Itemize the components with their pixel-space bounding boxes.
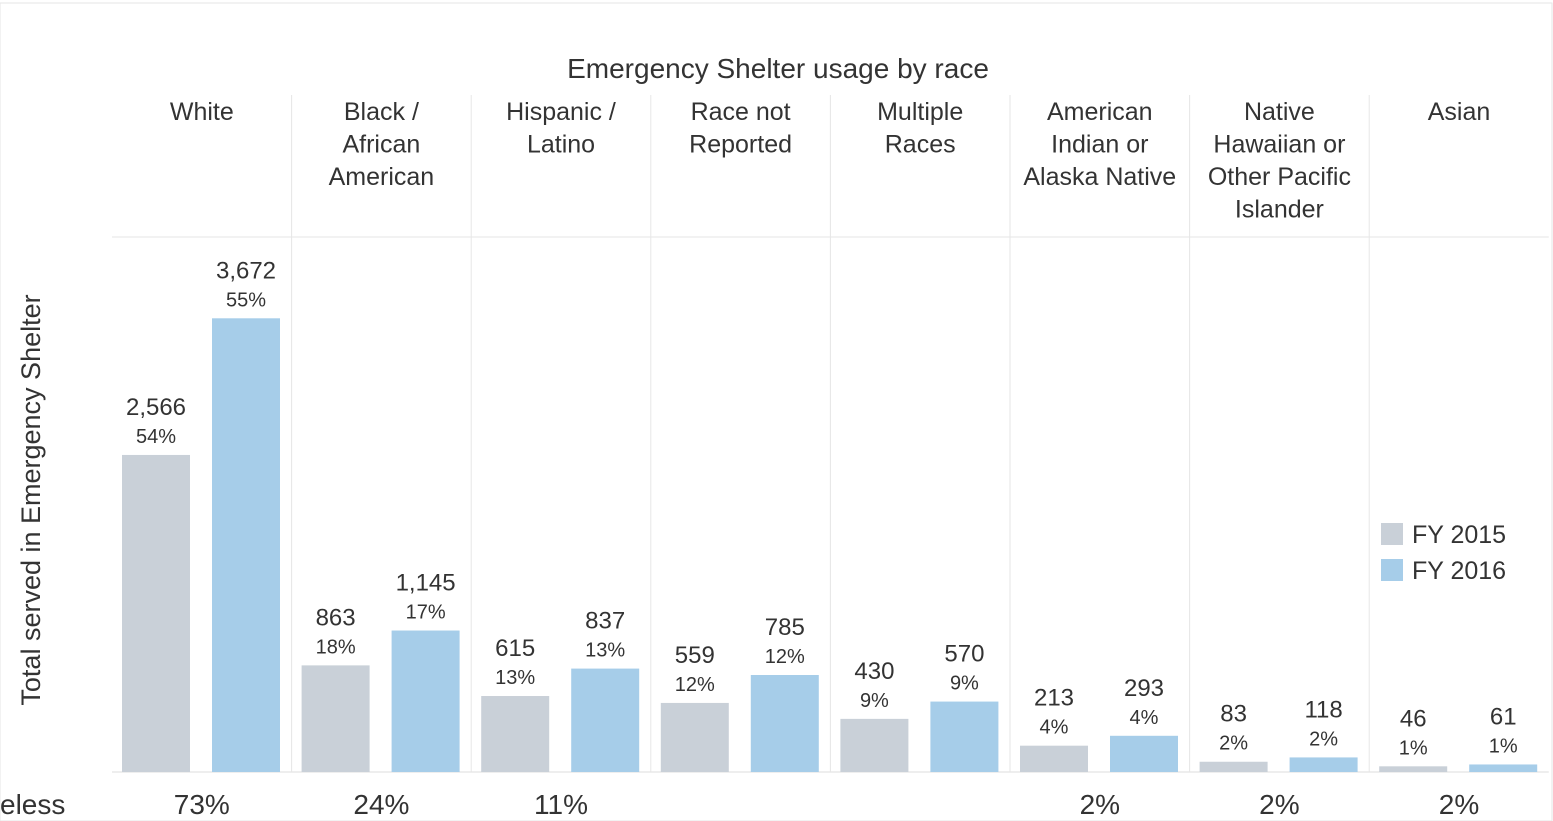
bar bbox=[660, 702, 729, 772]
value-label: 785 bbox=[765, 614, 805, 641]
bar bbox=[1199, 761, 1268, 772]
value-label: 61 bbox=[1490, 703, 1517, 730]
percent-label: 12% bbox=[675, 674, 715, 696]
percent-label: 12% bbox=[765, 646, 805, 668]
category-label: Race not Reported bbox=[689, 98, 792, 159]
value-label: 46 bbox=[1400, 705, 1427, 732]
bar bbox=[930, 701, 999, 772]
percent-label: 4% bbox=[1040, 717, 1069, 739]
value-label: 615 bbox=[495, 635, 535, 662]
percent-label: 13% bbox=[585, 640, 625, 662]
footer-label: 73% bbox=[174, 789, 230, 820]
value-label: 837 bbox=[585, 608, 625, 635]
legend-label: FY 2015 bbox=[1412, 521, 1506, 549]
legend-swatch bbox=[1381, 523, 1403, 545]
percent-label: 2% bbox=[1219, 733, 1248, 755]
category-label: American Indian or Alaska Native bbox=[1023, 98, 1176, 191]
legend-swatch bbox=[1381, 559, 1403, 581]
value-label: 863 bbox=[316, 604, 356, 631]
category-label: Black / African American bbox=[329, 98, 435, 191]
percent-label: 1% bbox=[1399, 737, 1428, 759]
footer-label: 2% bbox=[1439, 789, 1479, 820]
percent-label: 13% bbox=[495, 667, 535, 689]
value-label: 1,145 bbox=[396, 570, 456, 597]
bar bbox=[571, 668, 640, 772]
percent-label: 9% bbox=[860, 690, 889, 712]
bar bbox=[750, 675, 819, 772]
percent-label: 17% bbox=[406, 602, 446, 624]
value-label: 559 bbox=[675, 642, 715, 669]
footer-label: 2% bbox=[1259, 789, 1299, 820]
percent-label: 2% bbox=[1309, 728, 1338, 750]
value-label: 2,566 bbox=[126, 394, 186, 421]
footer-label: 11% bbox=[534, 789, 588, 820]
category-label: White bbox=[170, 98, 234, 126]
percent-label: 9% bbox=[950, 673, 979, 695]
chart-title: Emergency Shelter usage by race bbox=[567, 53, 989, 84]
footer-label: 2% bbox=[1080, 789, 1120, 820]
footer-title: eless bbox=[0, 789, 65, 820]
bar bbox=[840, 718, 909, 772]
footer-label: 24% bbox=[353, 789, 409, 820]
value-label: 213 bbox=[1034, 685, 1074, 712]
value-label: 118 bbox=[1304, 696, 1342, 723]
legend-label: FY 2016 bbox=[1412, 557, 1506, 585]
value-label: 293 bbox=[1124, 675, 1164, 702]
value-label: 430 bbox=[854, 658, 894, 685]
bar bbox=[212, 318, 280, 772]
bar bbox=[1379, 766, 1448, 772]
category-label: Multiple Races bbox=[877, 98, 963, 159]
bar bbox=[122, 454, 190, 772]
category-label: Native Hawaiian or Other Pacific Islander bbox=[1208, 98, 1351, 224]
percent-label: 54% bbox=[136, 426, 176, 448]
value-label: 83 bbox=[1220, 701, 1247, 728]
bar bbox=[1110, 735, 1178, 772]
bar bbox=[301, 665, 370, 772]
percent-label: 18% bbox=[316, 636, 356, 658]
bar bbox=[391, 630, 460, 772]
bar bbox=[1020, 745, 1088, 772]
bar bbox=[481, 696, 550, 772]
percent-label: 55% bbox=[226, 289, 266, 311]
category-label: Hispanic / Latino bbox=[506, 98, 616, 159]
y-axis-title: Total served in Emergency Shelter bbox=[16, 294, 46, 705]
value-label: 3,672 bbox=[216, 257, 276, 284]
percent-label: 4% bbox=[1130, 707, 1159, 729]
value-label: 570 bbox=[944, 641, 984, 668]
percent-label: 1% bbox=[1489, 735, 1518, 757]
bar bbox=[1469, 764, 1538, 772]
category-label: Asian bbox=[1428, 98, 1491, 126]
bar bbox=[1289, 757, 1358, 772]
